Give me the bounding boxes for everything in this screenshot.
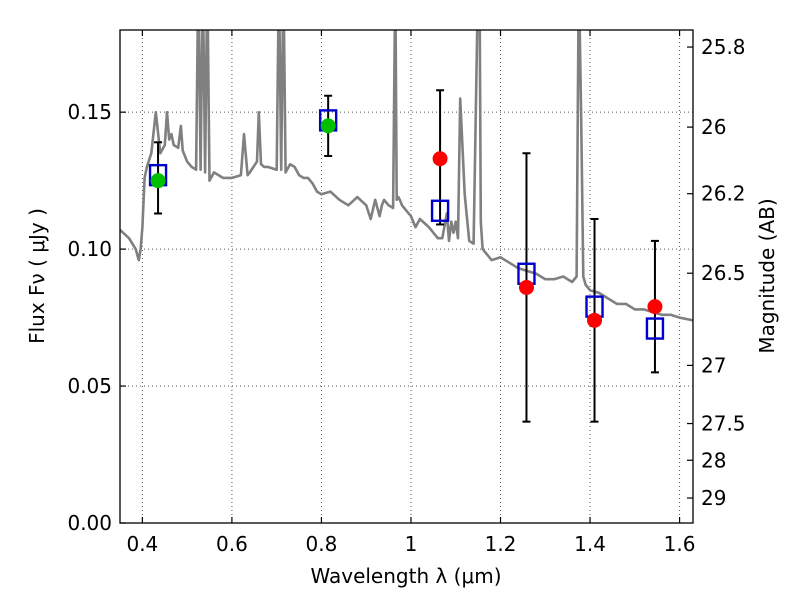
spectrum-layer [120, 30, 693, 322]
x-tick-label: 1.2 [485, 532, 517, 556]
y2-tick-label: 27.5 [701, 412, 746, 436]
y-tick-label: 0.15 [67, 100, 112, 124]
observed-point [587, 312, 603, 328]
x-tick-label: 0.8 [306, 532, 338, 556]
plot-frame [119, 29, 694, 524]
x-tick-label: 1.6 [664, 532, 696, 556]
observed-point [320, 118, 336, 134]
x-axis-label: Wavelength λ (μm) [310, 564, 501, 588]
observed-point [518, 279, 534, 295]
model-photometry-box [645, 317, 665, 340]
y2-tick-label: 28 [701, 448, 726, 472]
y2-tick-label: 25.8 [701, 35, 746, 59]
y-tick-label: 0.00 [67, 511, 112, 535]
x-tick-label: 1 [405, 532, 418, 556]
x-tick-label: 1.4 [574, 532, 606, 556]
x-tick-label: 0.6 [216, 532, 248, 556]
x-tick-label: 0.4 [126, 532, 158, 556]
y-tick-label: 0.05 [67, 374, 112, 398]
y2-tick-label: 26.2 [701, 182, 746, 206]
observed-point [432, 151, 448, 167]
y-axis-label: Flux Fν ( μJy ) [25, 208, 49, 344]
y2-tick-label: 29 [701, 486, 726, 510]
y2-tick-label: 27 [701, 353, 726, 377]
observed-point [150, 173, 166, 189]
model-spectrum-line [120, 30, 693, 322]
y2-tick-label: 26.5 [701, 261, 746, 285]
model-photometry [148, 109, 665, 340]
observed-point [647, 299, 663, 315]
y-tick-label: 0.10 [67, 237, 112, 261]
y2-tick-label: 26 [701, 115, 726, 139]
axis-ticks: 0.4 0.6 0.8 1 1.2 1.4 1.6 0.00 0.05 0.10 0.15 25.8 2… [67, 30, 746, 556]
observed-photometry [150, 118, 663, 328]
y2-axis-label: Magnitude (AB) [755, 198, 779, 353]
model-photometry-box [430, 199, 450, 222]
